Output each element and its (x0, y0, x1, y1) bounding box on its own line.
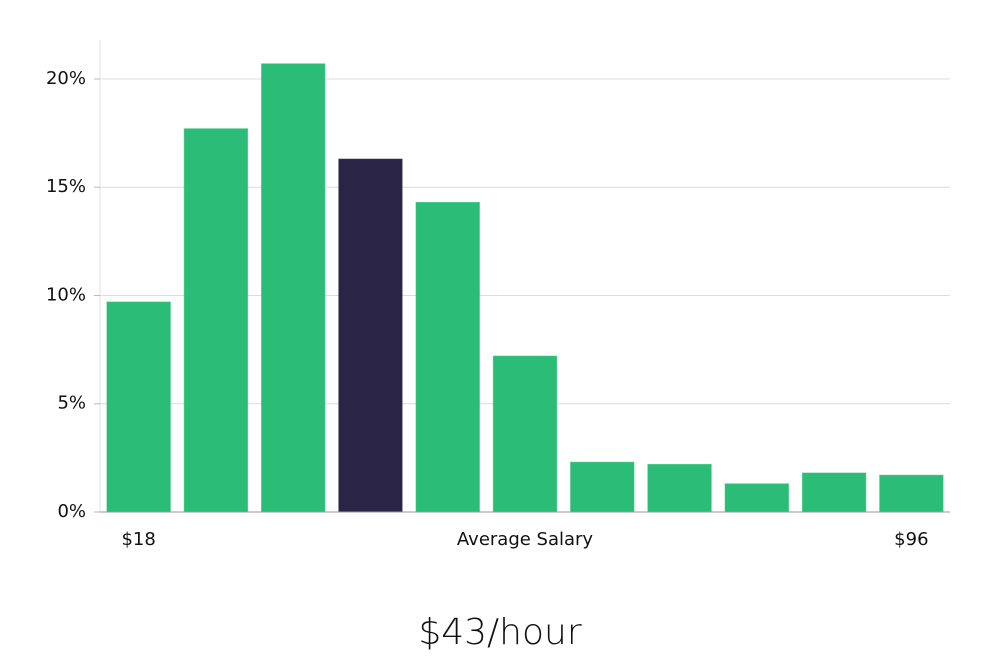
bar (570, 461, 635, 513)
bar (106, 301, 171, 513)
y-tick-label: 5% (57, 393, 86, 414)
bar (415, 201, 480, 513)
y-tick-label: 10% (46, 284, 86, 305)
y-tick-label: 20% (46, 68, 86, 89)
bar (647, 463, 712, 513)
bar (724, 483, 789, 513)
bar (338, 158, 403, 513)
y-tick-label: 0% (57, 501, 86, 522)
y-tick-label: 15% (46, 176, 86, 197)
x-tick-label: $96 (894, 529, 928, 550)
bar (261, 63, 326, 513)
bar (879, 474, 944, 513)
chart-title: $43/hour (418, 612, 582, 653)
x-axis-label: Average Salary (457, 529, 594, 550)
x-tick-label: $18 (121, 529, 155, 550)
bar (801, 472, 867, 513)
bar (492, 355, 558, 513)
bar (183, 128, 249, 513)
